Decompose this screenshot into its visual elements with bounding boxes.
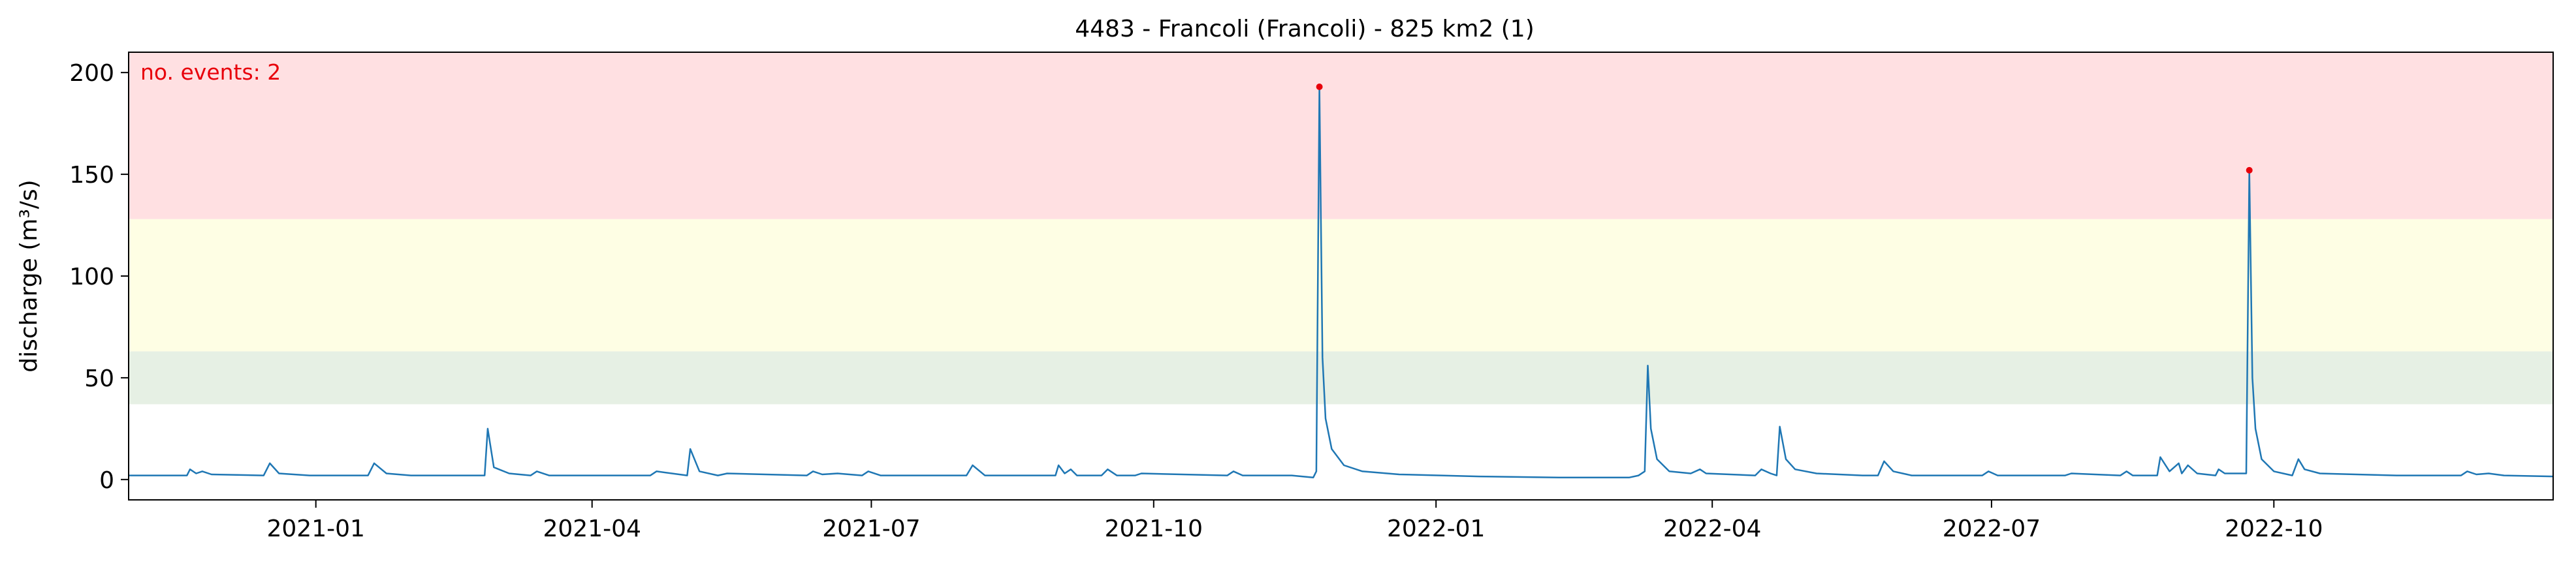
event-marker-0 <box>1316 84 1323 91</box>
x-tick-label-6: 2022-07 <box>1943 516 2041 542</box>
band-mid <box>129 219 2553 352</box>
band-high <box>129 52 2553 219</box>
y-tick-label-1: 50 <box>84 365 114 392</box>
events-annotation: no. events: 2 <box>140 59 281 85</box>
axes: 0 50 100 150 200 2021-01 2021-04 2021-07 2021-10… <box>69 52 2554 542</box>
y-tick-label-4: 200 <box>69 60 114 87</box>
x-tick-label-5: 2022-04 <box>1663 516 1761 542</box>
x-tick-label-1: 2021-04 <box>543 516 641 542</box>
x-tick-label-7: 2022-10 <box>2225 516 2323 542</box>
event-marker-1 <box>2246 166 2253 174</box>
x-tick-label-0: 2021-01 <box>266 516 364 542</box>
y-tick-label-2: 100 <box>69 264 114 290</box>
y-axis-label: discharge (m³/s) <box>16 179 42 372</box>
y-tick-label-3: 150 <box>69 162 114 189</box>
series-layer <box>129 85 2554 478</box>
x-tick-label-2: 2021-07 <box>822 516 920 542</box>
y-tick-label-0: 0 <box>99 467 114 494</box>
chart-title: 4483 - Francoli (Francoli) - 825 km2 (1) <box>1075 16 1534 42</box>
band-low <box>129 351 2553 405</box>
threshold-bands <box>129 52 2553 405</box>
event-markers <box>1316 84 2253 174</box>
x-tick-label-3: 2021-10 <box>1105 516 1203 542</box>
x-tick-label-4: 2022-01 <box>1387 516 1485 542</box>
series-line-0 <box>129 85 2554 478</box>
